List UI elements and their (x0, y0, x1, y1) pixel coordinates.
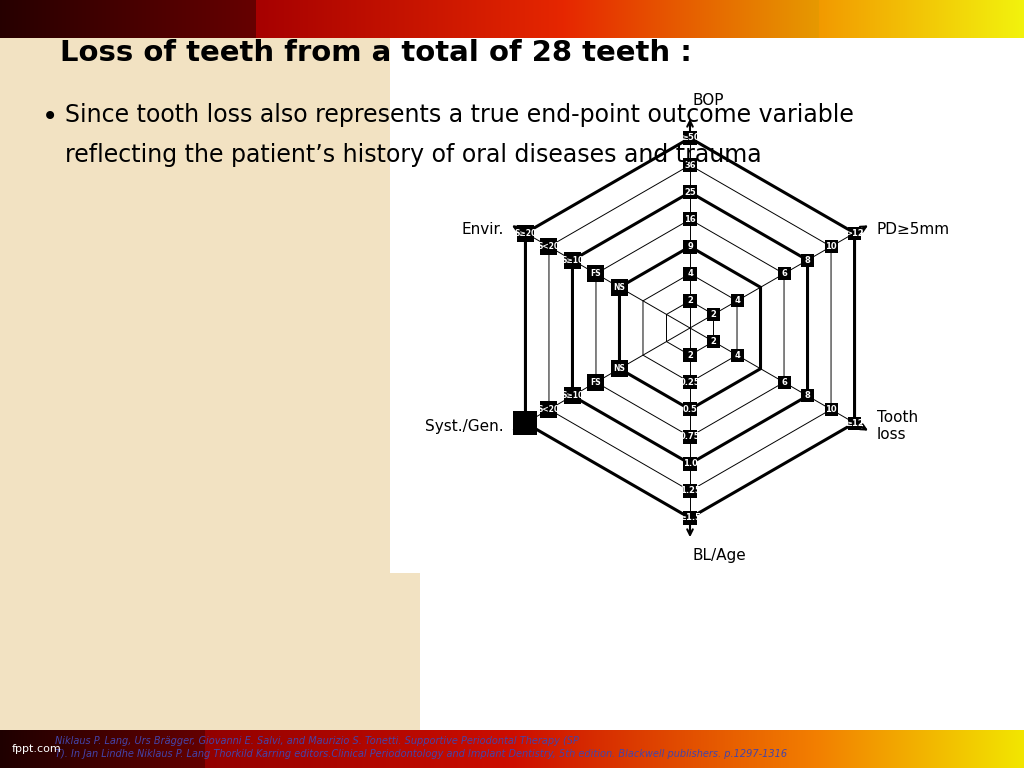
Text: S≥20: S≥20 (514, 229, 537, 237)
Bar (824, 240, 838, 253)
Text: 6: 6 (781, 270, 787, 278)
Bar (0, 38, 420, 730)
Bar (801, 389, 814, 402)
Text: •: • (42, 103, 58, 131)
Text: Since tooth loss also represents a true end-point outcome variable: Since tooth loss also represents a true … (65, 103, 854, 127)
Text: 0.25: 0.25 (680, 378, 700, 387)
Text: 2: 2 (711, 310, 717, 319)
Bar (517, 415, 534, 432)
Text: 6: 6 (781, 378, 787, 387)
Bar (588, 265, 604, 282)
Bar (588, 374, 604, 391)
Text: 2: 2 (711, 337, 717, 346)
Text: Envir.: Envir. (461, 223, 504, 237)
Text: 1.0: 1.0 (683, 459, 697, 468)
Text: BOP: BOP (692, 93, 724, 108)
Bar (683, 266, 697, 281)
Text: ≥1.5: ≥1.5 (679, 514, 701, 522)
Text: S≥20: S≥20 (514, 419, 537, 428)
Bar (777, 267, 791, 280)
Text: PD≥5mm: PD≥5mm (877, 223, 949, 237)
Bar (707, 335, 720, 348)
Text: reflecting the patient’s history of oral diseases and trauma: reflecting the patient’s history of oral… (65, 143, 762, 167)
Text: 10: 10 (825, 405, 837, 414)
Bar (730, 349, 743, 362)
Text: 2: 2 (687, 296, 693, 306)
Bar (848, 227, 861, 240)
Bar (801, 253, 814, 266)
Bar (611, 360, 628, 377)
Text: NS: NS (613, 364, 626, 373)
Text: T). In Jan Lindhe Niklaus P. Lang Thorkild Karring editors.Clinical Periodontolo: T). In Jan Lindhe Niklaus P. Lang Thorki… (55, 749, 787, 759)
Text: Tooth
loss: Tooth loss (877, 410, 918, 442)
Text: Syst./Gen.: Syst./Gen. (425, 419, 504, 433)
Text: BL/Age: BL/Age (692, 548, 745, 563)
Text: Loss of teeth from a total of 28 teeth :: Loss of teeth from a total of 28 teeth : (60, 39, 692, 67)
Text: 25: 25 (684, 188, 696, 197)
Text: 4: 4 (734, 296, 740, 306)
Text: Niklaus P. Lang, Urs Brägger, Giovanni E. Salvi, and Maurizio S. Tonetti. Suppor: Niklaus P. Lang, Urs Brägger, Giovanni E… (55, 736, 579, 746)
Text: 8: 8 (805, 392, 810, 400)
Bar (611, 279, 628, 296)
Text: 36: 36 (684, 161, 696, 170)
Bar (683, 158, 697, 172)
Bar (683, 240, 697, 253)
Bar (513, 411, 538, 435)
Text: ≥50: ≥50 (681, 134, 699, 143)
Text: fppt.com: fppt.com (12, 744, 61, 754)
Bar (683, 294, 697, 308)
Bar (848, 416, 861, 429)
Text: 0.75: 0.75 (680, 432, 700, 441)
Bar (683, 511, 697, 525)
Bar (730, 294, 743, 307)
Bar (683, 348, 697, 362)
Bar (390, 38, 1010, 573)
Text: 0.5: 0.5 (683, 405, 697, 414)
Bar (683, 185, 697, 199)
Bar (683, 429, 697, 444)
Bar (683, 457, 697, 471)
Bar (541, 238, 557, 255)
Bar (564, 252, 581, 269)
Bar (683, 402, 697, 416)
Text: S≥10: S≥10 (561, 256, 584, 265)
Bar (683, 376, 697, 389)
Bar (683, 131, 697, 145)
Text: 9: 9 (687, 242, 693, 251)
Text: S≥10: S≥10 (561, 392, 584, 400)
Bar (517, 224, 534, 241)
Text: NS: NS (613, 283, 626, 292)
Text: 4: 4 (687, 270, 693, 278)
Bar (564, 387, 581, 405)
Bar (824, 403, 838, 416)
Bar (707, 308, 720, 321)
Text: 2: 2 (687, 351, 693, 359)
Text: 16: 16 (684, 215, 696, 224)
Bar (777, 376, 791, 389)
Text: S<20: S<20 (538, 405, 560, 414)
Text: 10: 10 (825, 242, 837, 251)
Text: ≥12: ≥12 (845, 419, 864, 428)
Text: >12: >12 (845, 229, 864, 237)
Bar (683, 213, 697, 227)
Text: 4: 4 (734, 351, 740, 359)
Text: FS: FS (591, 378, 601, 387)
Text: 8: 8 (805, 256, 810, 265)
Bar (541, 401, 557, 418)
Text: FS: FS (591, 270, 601, 278)
Bar (683, 484, 697, 498)
Text: S<20: S<20 (538, 242, 560, 251)
Text: 1.25: 1.25 (680, 486, 700, 495)
